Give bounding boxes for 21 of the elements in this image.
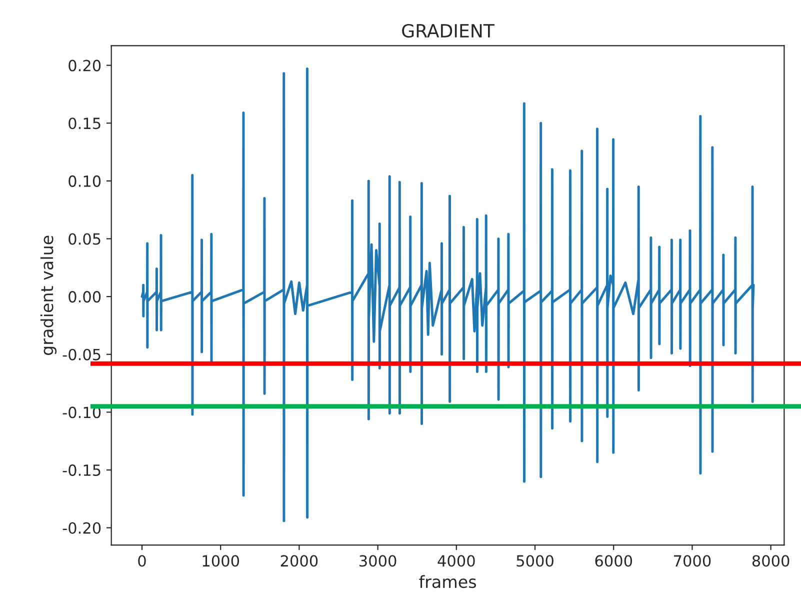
x-tick-label: 1000	[202, 555, 240, 567]
y-axis-title: gradient value	[40, 236, 57, 355]
y-tick-label: -0.15	[62, 464, 100, 476]
x-tick-label: 8000	[752, 555, 790, 567]
x-tick-label: 2000	[280, 555, 318, 567]
y-tick-label: 0.00	[68, 291, 101, 303]
line-series	[140, 68, 755, 522]
chart-title: GRADIENT	[402, 24, 494, 38]
y-tick-label: 0.10	[68, 175, 101, 187]
x-tick-label: 0	[138, 555, 146, 567]
y-tick-label: -0.05	[62, 348, 100, 360]
x-tick-label: 7000	[674, 555, 711, 567]
x-tick-label: 3000	[360, 555, 396, 567]
x-axis-title: frames	[419, 575, 476, 588]
y-tick-label: 0.20	[68, 60, 101, 72]
x-tick-label: 5000	[516, 555, 554, 567]
y-tick-label: 0.15	[68, 118, 100, 130]
x-tick-label: 6000	[595, 555, 632, 567]
y-tick-label: -0.20	[62, 522, 101, 534]
x-tick-label: 4000	[438, 555, 475, 567]
y-tick-label: 0.05	[68, 233, 100, 245]
